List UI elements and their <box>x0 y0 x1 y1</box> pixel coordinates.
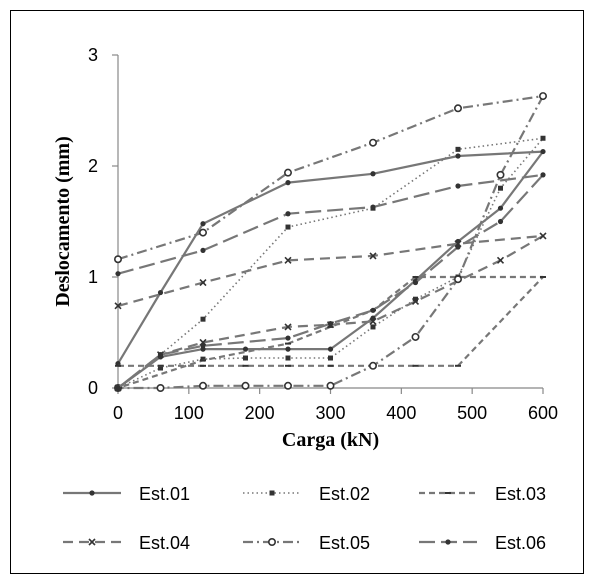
y-tick-label: 2 <box>88 156 98 176</box>
data-point <box>411 297 420 305</box>
x-tick-label: 300 <box>315 403 345 423</box>
legend-marker <box>88 538 96 546</box>
data-point <box>453 275 462 284</box>
legend-label: Est.06 <box>495 533 546 553</box>
data-point <box>157 289 164 296</box>
legend-label: Est.04 <box>139 533 190 553</box>
data-point <box>455 244 461 250</box>
y-tick-label: 1 <box>88 267 98 287</box>
data-point <box>370 204 376 210</box>
data-point <box>285 346 291 352</box>
data-point <box>285 211 291 217</box>
legend-label: Est.05 <box>319 533 370 553</box>
data-point <box>199 228 208 237</box>
data-point <box>200 247 206 253</box>
x-tick-label: 500 <box>457 403 487 423</box>
data-point <box>200 316 206 322</box>
data-point <box>283 381 292 390</box>
data-point <box>327 346 334 352</box>
data-point <box>283 168 292 177</box>
data-point <box>157 352 164 358</box>
data-point <box>539 232 547 240</box>
data-point <box>158 365 163 371</box>
data-point <box>200 343 206 349</box>
data-point <box>413 296 418 302</box>
data-point <box>328 355 333 361</box>
data-point <box>455 183 461 189</box>
y-axis-title: Deslocamento (mm) <box>52 136 74 307</box>
data-point <box>200 221 206 227</box>
legend-label: Est.02 <box>319 484 370 504</box>
legend-marker <box>269 490 275 496</box>
data-point <box>284 256 292 264</box>
data-point <box>540 172 546 178</box>
x-tick-label: 200 <box>245 403 275 423</box>
data-point <box>285 224 291 230</box>
data-point <box>114 255 123 264</box>
data-point <box>369 252 377 260</box>
line-chart: 0 1 2 3 0 100 200 300 400 500 600 Carga (kN) Desloca… <box>52 45 558 553</box>
data-point <box>411 332 420 341</box>
data-point <box>285 180 291 186</box>
y-tick-label: 0 <box>88 378 98 398</box>
data-point <box>496 170 505 179</box>
data-point <box>369 317 377 325</box>
data-point <box>326 381 335 390</box>
data-point <box>115 385 121 391</box>
x-axis-title: Carga (kN) <box>282 429 379 451</box>
data-point <box>370 324 376 330</box>
data-point <box>243 355 248 361</box>
x-tick-label: 100 <box>174 403 204 423</box>
data-point <box>114 302 122 310</box>
data-point <box>285 355 291 361</box>
data-point <box>370 171 376 177</box>
data-point <box>285 335 291 341</box>
legend-marker <box>89 490 95 496</box>
data-point <box>368 138 377 147</box>
data-point <box>199 278 207 287</box>
chart-frame: 0 1 2 3 0 100 200 300 400 500 600 Carga (kN) Desloca… <box>10 10 584 574</box>
y-tick-label: 3 <box>88 45 98 65</box>
series-line-est03 <box>117 275 545 390</box>
data-point <box>498 185 503 191</box>
data-point <box>156 383 165 392</box>
data-point <box>497 205 504 211</box>
data-point <box>538 92 547 101</box>
data-point <box>540 148 546 155</box>
data-point <box>327 321 334 327</box>
data-point <box>497 218 504 225</box>
data-point <box>455 146 461 152</box>
legend-marker <box>267 537 276 546</box>
x-tick-label: 0 <box>113 403 123 423</box>
data-point <box>368 361 377 370</box>
legend-label: Est.03 <box>495 484 546 504</box>
data-point <box>496 256 505 264</box>
data-point <box>199 381 208 390</box>
legend-label: Est.01 <box>139 484 190 504</box>
data-point <box>241 381 250 390</box>
data-point <box>370 307 376 313</box>
x-tick-label: 400 <box>386 403 416 423</box>
x-tick-label: 600 <box>528 403 558 423</box>
data-point <box>284 323 292 331</box>
data-point <box>200 356 206 362</box>
data-point <box>412 279 419 286</box>
data-point <box>115 271 121 277</box>
data-point <box>455 153 461 159</box>
data-point <box>242 346 249 352</box>
data-point <box>540 135 546 141</box>
data-point <box>453 104 462 113</box>
legend-marker <box>445 539 451 545</box>
